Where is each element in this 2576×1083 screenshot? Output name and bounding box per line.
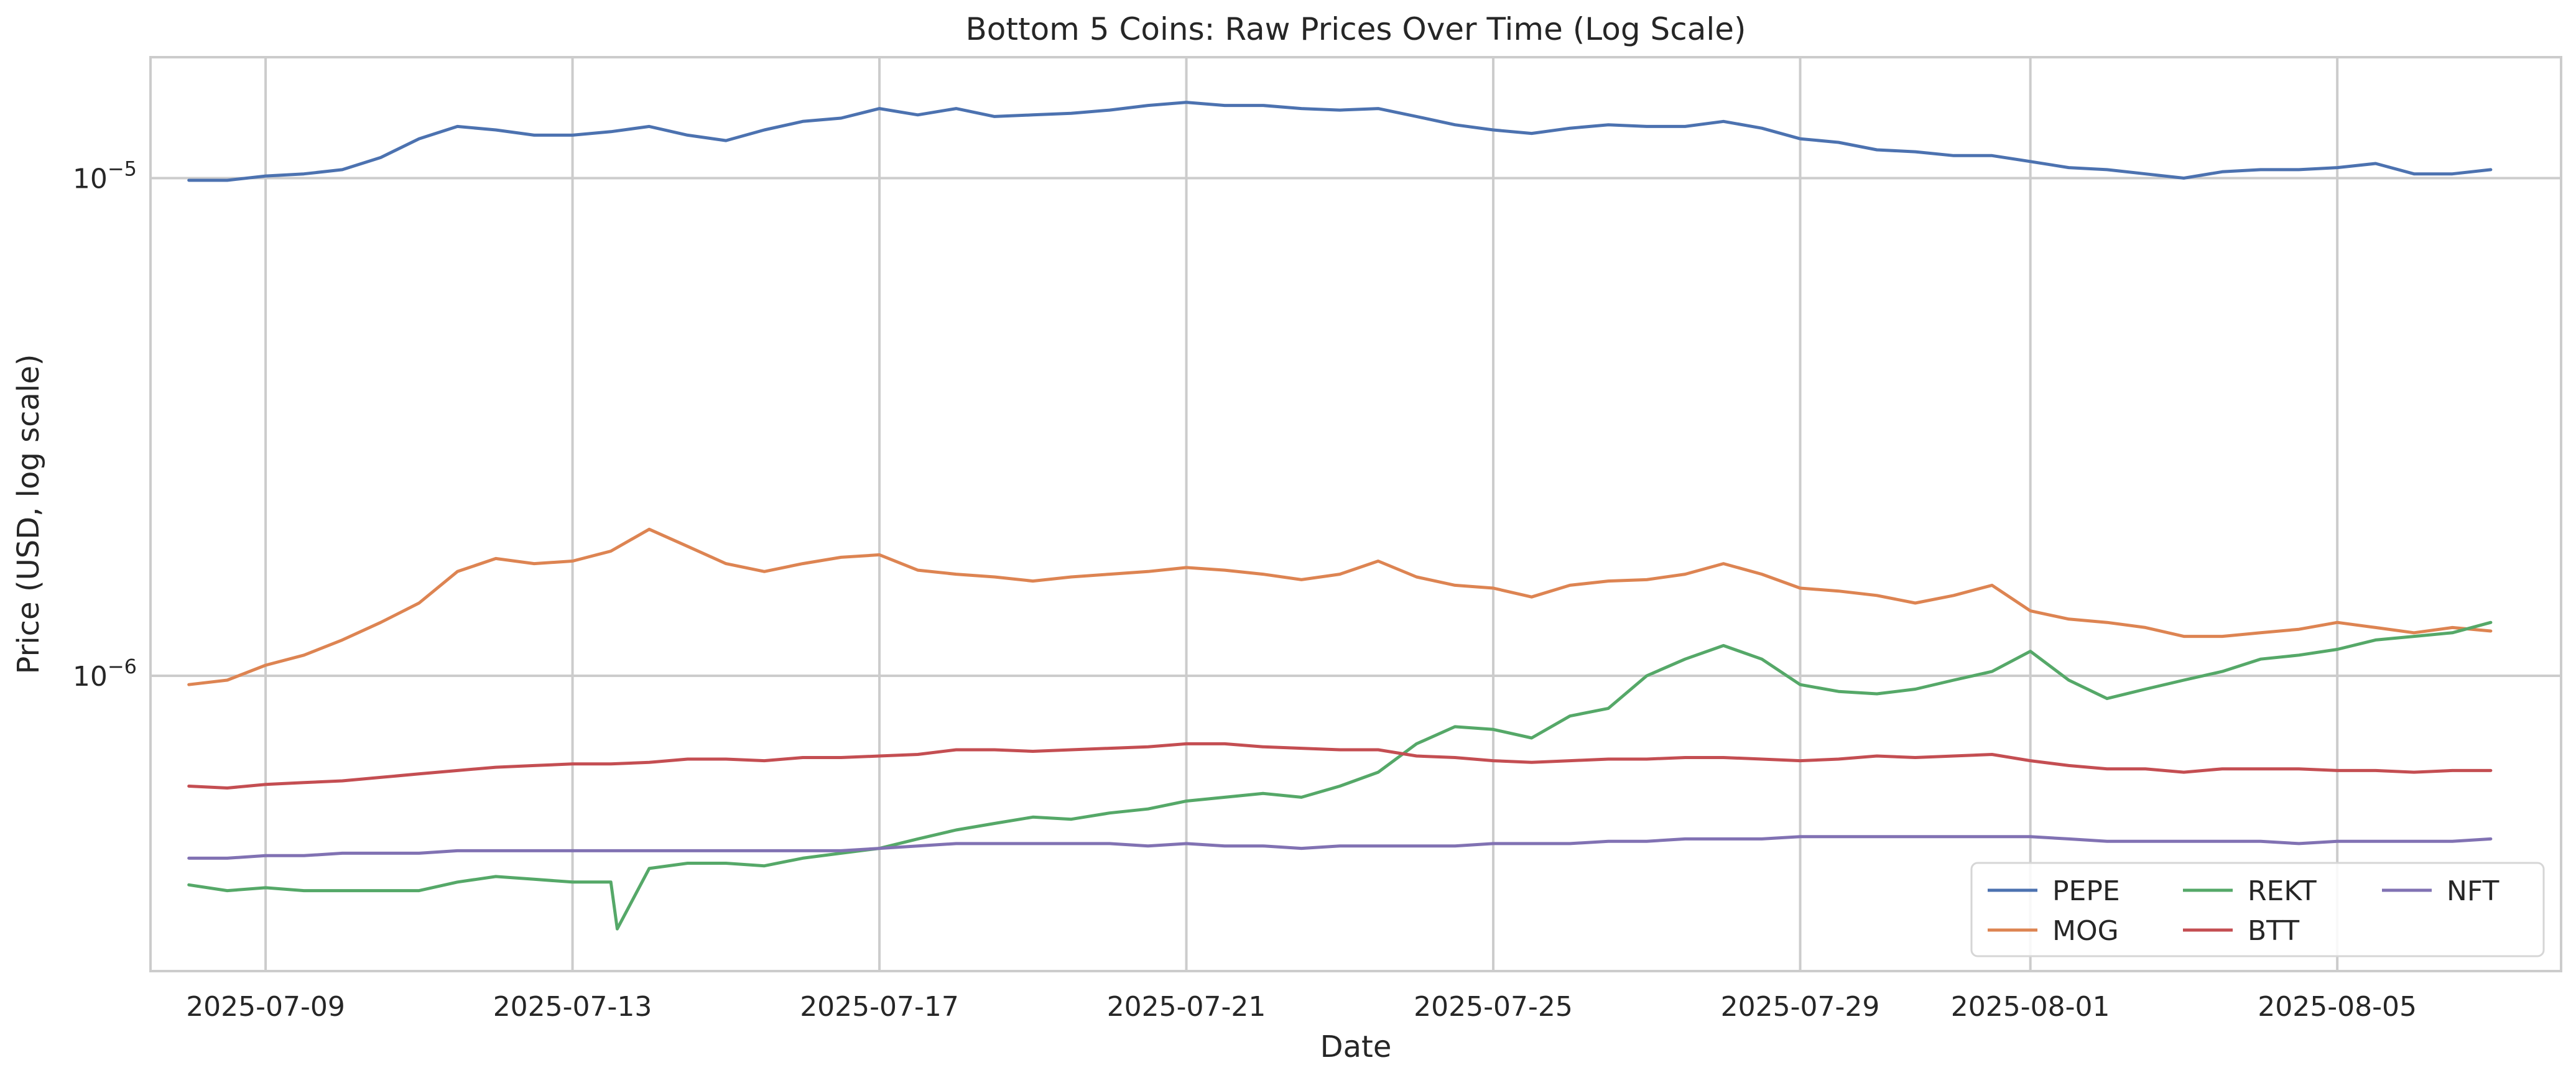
series-line-pepe — [187, 101, 2493, 182]
legend-label-pepe: PEPE — [2052, 875, 2120, 907]
x-tick-label: 2025-08-01 — [1951, 991, 2110, 1023]
y-tick-label: 10−5 — [73, 157, 137, 195]
y-tick-label: 10−6 — [73, 655, 137, 693]
series-layer — [187, 101, 2493, 931]
legend-label-mog: MOG — [2052, 915, 2119, 947]
x-tick-label: 2025-07-13 — [493, 991, 652, 1023]
legend-label-btt: BTT — [2248, 915, 2299, 947]
chart-title: Bottom 5 Coins: Raw Prices Over Time (Lo… — [965, 11, 1746, 47]
x-tick-label: 2025-07-09 — [186, 991, 345, 1023]
series-line-btt — [187, 742, 2493, 790]
series-line-rekt — [187, 620, 2493, 931]
legend: PEPE MOG REKT BTT NFT — [1970, 862, 2545, 957]
legend-label-rekt: REKT — [2248, 875, 2317, 907]
x-tick-labels: 2025-07-09 2025-07-13 2025-07-17 2025-07-21… — [186, 991, 2417, 1023]
y-tick-labels: 10−5 10−6 — [73, 157, 137, 693]
plot-frame — [149, 56, 2562, 972]
grid-layer — [151, 57, 2561, 971]
legend-label-nft: NFT — [2447, 875, 2499, 907]
x-axis-title: Date — [1320, 1030, 1392, 1064]
series-line-nft — [187, 835, 2493, 860]
y-axis-title: Price (USD, log scale) — [11, 354, 46, 675]
x-tick-label: 2025-07-29 — [1721, 991, 1880, 1023]
x-tick-label: 2025-07-17 — [800, 991, 959, 1023]
series-line-mog — [187, 527, 2493, 686]
x-tick-label: 2025-07-25 — [1414, 991, 1573, 1023]
legend-box — [1970, 862, 2545, 957]
x-tick-label: 2025-08-05 — [2258, 991, 2417, 1023]
x-tick-label: 2025-07-21 — [1107, 991, 1266, 1023]
